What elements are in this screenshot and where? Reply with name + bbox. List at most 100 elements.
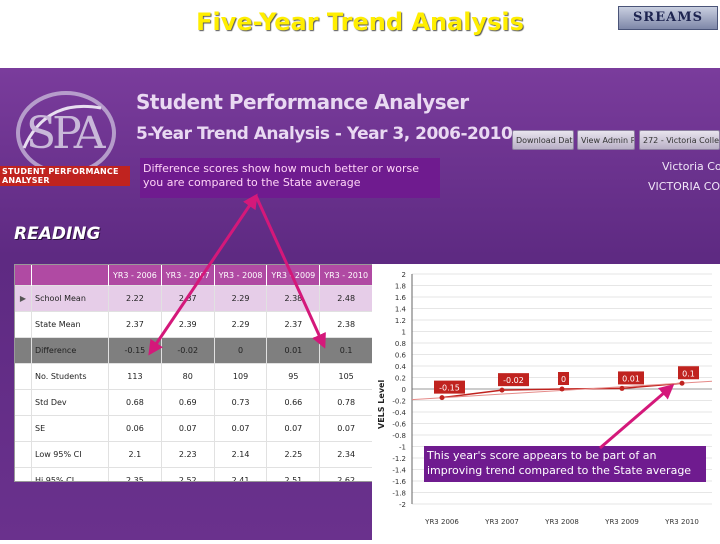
- row-label: Std Dev: [31, 389, 109, 416]
- data-point: [499, 387, 505, 393]
- x-tick-label: YR3 2009: [604, 518, 639, 526]
- spa-tagline: STUDENT PERFORMANCE ANALYSER: [0, 166, 130, 186]
- data-label-box: [678, 366, 699, 380]
- row-indicator: [15, 389, 32, 416]
- data-point: [439, 395, 445, 401]
- y-tick-label: 0: [402, 386, 406, 394]
- app-title: Student Performance Analyser: [136, 90, 469, 114]
- table-cell: 113: [108, 363, 162, 390]
- table-cell: 2.14: [213, 441, 267, 468]
- table-cell: 2.38: [319, 311, 372, 338]
- x-tick-label: YR3 2008: [544, 518, 579, 526]
- row-selector-icon: ▶: [15, 285, 32, 312]
- table-row[interactable]: Std Dev 0.68 0.69 0.73 0.66 0.78: [15, 389, 372, 416]
- table-cell: 2.25: [266, 441, 320, 468]
- row-indicator: [15, 311, 32, 338]
- table-cell: 2.1: [108, 441, 162, 468]
- table-cell: 0.07: [319, 415, 372, 442]
- y-tick-label: 2: [402, 271, 406, 279]
- spa-logo: SPA: [6, 78, 126, 178]
- row-label: State Mean: [31, 311, 109, 338]
- app-subtitle: 5-Year Trend Analysis - Year 3, 2006-201…: [136, 124, 513, 144]
- table-cell: 0.68: [108, 389, 162, 416]
- table-row[interactable]: No. Students 113 80 109 95 105: [15, 363, 372, 390]
- row-label: Hi 95% CI: [31, 467, 109, 481]
- table-cell: 0.69: [160, 389, 215, 416]
- row-label: No. Students: [31, 363, 109, 390]
- data-point: [559, 386, 565, 392]
- y-tick-label: -1.2: [392, 455, 406, 463]
- table-cell: 0.1: [319, 337, 372, 364]
- y-tick-label: -2: [399, 501, 406, 509]
- column-header[interactable]: YR3 - 2008: [213, 265, 267, 286]
- y-tick-label: 1.6: [395, 294, 407, 302]
- column-header[interactable]: YR3 - 2010: [319, 265, 372, 286]
- table-header-row: YR3 - 2006 YR3 - 2007 YR3 - 2008 YR3 - 2…: [15, 265, 372, 286]
- header-label: [31, 265, 109, 286]
- row-label: School Mean: [31, 285, 109, 312]
- column-header[interactable]: YR3 - 2009: [266, 265, 320, 286]
- school-select[interactable]: 272 - Victoria College (V: [639, 130, 720, 150]
- data-label: 0: [561, 375, 566, 384]
- table-cell: 0.73: [213, 389, 267, 416]
- column-header[interactable]: YR3 - 2006: [108, 265, 162, 286]
- data-label: -0.15: [439, 384, 460, 393]
- table-cell: 2.38: [266, 285, 320, 312]
- row-label: Difference: [31, 337, 109, 364]
- table-cell: 2.23: [160, 441, 215, 468]
- table-row[interactable]: Hi 95% CI 2.35 2.52 2.41 2.51 2.62: [15, 467, 372, 481]
- y-tick-label: -1: [399, 444, 406, 452]
- y-tick-label: -0.4: [392, 409, 406, 417]
- x-tick-label: YR3 2007: [484, 518, 519, 526]
- table-cell: 2.51: [266, 467, 320, 481]
- table-cell: 0.07: [160, 415, 215, 442]
- y-tick-label: 1.4: [395, 306, 407, 314]
- download-data-button[interactable]: Download Data File: [512, 130, 574, 150]
- table-cell: 2.35: [108, 467, 162, 481]
- results-table: YR3 - 2006 YR3 - 2007 YR3 - 2008 YR3 - 2…: [14, 264, 373, 482]
- row-indicator: [15, 441, 32, 468]
- y-tick-label: -0.6: [392, 421, 406, 429]
- table-cell: 2.62: [319, 467, 372, 481]
- table-cell: 0.07: [266, 415, 320, 442]
- table-cell: 0.07: [213, 415, 267, 442]
- header-indicator: [15, 265, 32, 286]
- org-name-caps: VICTORIA COLLE: [648, 180, 720, 193]
- data-label-box: [498, 373, 529, 387]
- data-point: [679, 380, 685, 386]
- slide-title: Five-Year Trend Analysis: [196, 8, 524, 36]
- table-row[interactable]: Difference -0.15 -0.02 0 0.01 0.1: [15, 337, 372, 364]
- table-cell: 2.39: [160, 311, 215, 338]
- data-label: 0.1: [682, 369, 695, 378]
- table-cell: 2.29: [213, 311, 267, 338]
- table-cell: 2.48: [319, 285, 372, 312]
- table-row[interactable]: ▶ School Mean 2.22 2.37 2.29 2.38 2.48: [15, 285, 372, 312]
- table-cell: 0.06: [108, 415, 162, 442]
- callout-trend: This year's score appears to be part of …: [424, 446, 706, 482]
- view-admin-panel-button[interactable]: View Admin Panel: [577, 130, 635, 150]
- table-cell: -0.15: [108, 337, 162, 364]
- table-cell: 2.37: [108, 311, 162, 338]
- org-name: Victoria Colle: [662, 160, 720, 173]
- sreams-logo: SREAMS: [618, 6, 718, 30]
- table-cell: 2.37: [266, 311, 320, 338]
- table-row[interactable]: State Mean 2.37 2.39 2.29 2.37 2.38: [15, 311, 372, 338]
- row-indicator: [15, 415, 32, 442]
- data-label-box: [558, 372, 569, 385]
- row-indicator: [15, 467, 32, 481]
- y-tick-label: 1: [402, 329, 406, 337]
- table-cell: 0.01: [266, 337, 320, 364]
- column-header[interactable]: YR3 - 2007: [160, 265, 215, 286]
- y-tick-label: -1.8: [392, 490, 406, 498]
- table-cell: 2.29: [213, 285, 267, 312]
- y-tick-label: -0.2: [392, 398, 406, 406]
- table-cell: 2.22: [108, 285, 162, 312]
- y-tick-label: 0.6: [395, 352, 407, 360]
- table-cell: 2.41: [213, 467, 267, 481]
- data-point: [619, 385, 625, 391]
- row-indicator: [15, 363, 32, 390]
- table-cell: 80: [160, 363, 215, 390]
- table-row[interactable]: SE 0.06 0.07 0.07 0.07 0.07: [15, 415, 372, 442]
- row-indicator: [15, 337, 32, 364]
- table-row[interactable]: Low 95% CI 2.1 2.23 2.14 2.25 2.34: [15, 441, 372, 468]
